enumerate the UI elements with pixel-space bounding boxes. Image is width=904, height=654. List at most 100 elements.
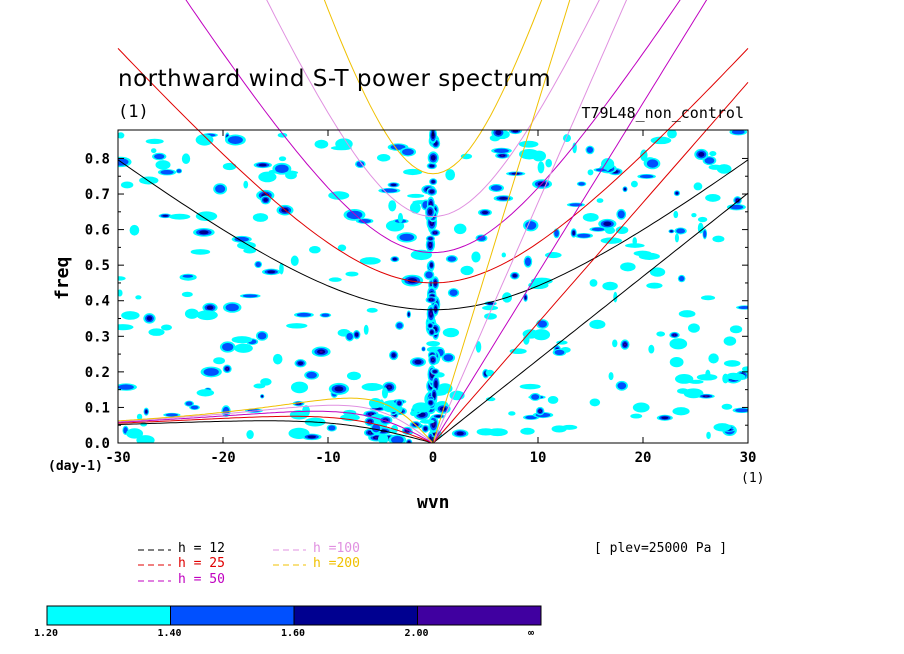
contour-blob [670,230,673,233]
contour-blob [547,395,559,404]
contour-blob [460,265,474,276]
contour-blob [222,342,234,352]
colorbar-swatch [293,605,418,626]
contour-blob [429,237,432,240]
contour-blob [656,331,666,337]
contour-blob [484,313,497,320]
contour-blob [742,366,748,372]
rossby-curve [117,397,434,443]
contour-blob [601,158,615,171]
contour-blob [289,410,309,420]
contour-blob [278,156,287,162]
contour-blob [430,330,434,334]
legend-entry: h = 12 [178,541,225,556]
contour-blob [126,428,144,439]
contour-blob [255,261,261,268]
contour-blob [314,139,329,149]
contour-blob [160,169,174,175]
kelvin-curve [432,0,628,443]
rossby-curve [117,420,434,443]
contour-blob [190,249,211,255]
colorbar-label: 1.60 [281,628,306,639]
contour-blob [453,223,467,235]
subtitle-right: T79L48_non_control [581,104,744,122]
contour-blob [419,419,435,424]
contour-blob [639,174,654,179]
contour-blob [649,267,666,277]
contour-blob [582,212,599,222]
contour-blob [390,183,397,187]
contour-blob [712,235,725,243]
contour-blob [410,410,418,417]
contour-blob [673,334,676,337]
contour-blob [334,386,344,392]
contour-blob [328,277,342,282]
contour-blob [121,311,140,320]
contour-blob [118,384,134,390]
contour-blob [165,413,179,417]
contour-blob [335,138,353,150]
contour-blob [667,130,677,139]
gravity-curve [117,159,749,311]
contour-blob [509,348,527,355]
contour-blob [361,383,383,391]
contour-blob [625,243,645,248]
contour-blob [617,382,627,390]
contour-blob [285,171,297,180]
contour-blob [231,336,253,344]
contour-blob [700,295,716,301]
colorbar-label: 1.20 [34,628,59,639]
contour-blob [708,353,719,364]
contour-blob [704,157,715,164]
contour-blob [432,370,437,373]
legend-entry: h =200 [313,556,360,571]
contour-blob [252,213,269,222]
contour-blob [704,395,708,398]
contour-blob [519,383,541,390]
y-axis-label: freq [52,256,73,300]
contour-blob [586,146,594,154]
contour-blob [399,233,415,242]
contour-blob [545,158,552,168]
contour-blob [377,434,389,443]
legend-entry: h = 50 [178,572,225,587]
contour-blob [346,210,363,220]
contour-blob [577,233,591,238]
contour-blob [688,323,700,333]
contour-blob [396,322,403,329]
contour-blob [561,424,578,430]
contour-blob [428,400,433,405]
contour-blob [669,338,688,350]
gravity-curve [323,0,543,175]
contour-fill [118,130,748,443]
contour-blob [620,262,636,272]
colorbar-label: ∞ [528,628,535,639]
colorbar-swatch [46,605,171,626]
contour-blob [672,407,690,416]
contour-blob [307,435,317,439]
contour-blob [168,213,191,220]
contour-blob [398,402,401,405]
contour-blob [425,271,433,279]
contour-blob [697,216,708,223]
contour-blob [337,244,347,252]
colorbar-swatch [417,605,542,626]
contour-blob [120,181,134,189]
contour-blob [429,164,435,168]
contour-blob [381,387,389,399]
contour-blob [691,213,697,218]
contour-blob [520,427,535,435]
contour-blob [640,149,648,162]
contour-blob [279,262,284,275]
contour-blob [525,415,537,420]
contour-blob [359,257,381,265]
contour-blob [632,402,650,413]
contour-blob [648,344,655,354]
contour-blob [263,197,268,202]
contour-blob [485,369,495,377]
contour-blob [512,273,517,278]
y-tick-label: 0.4 [85,294,110,310]
contour-blob [705,369,711,380]
contour-blob [518,140,539,148]
